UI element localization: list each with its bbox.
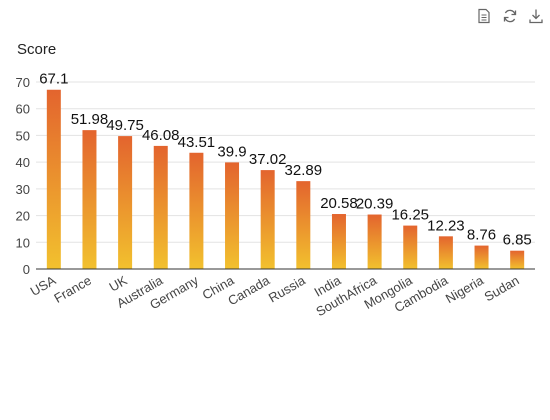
restore-icon	[503, 9, 517, 23]
bar-mongolia	[403, 225, 418, 269]
y-axis-ticks: 0 10 20 30 40 50 60 70	[16, 75, 30, 277]
x-tick-label: Sudan	[482, 273, 522, 305]
bars	[46, 89, 525, 269]
data-label-germany: 43.51	[178, 134, 216, 151]
bar-australia	[153, 145, 168, 269]
data-label-uk: 49.75	[106, 117, 144, 134]
data-label-france: 51.98	[71, 111, 109, 128]
bar-uk	[118, 136, 133, 269]
restore-button[interactable]	[500, 6, 520, 26]
data-label-mongolia: 16.25	[391, 207, 429, 224]
bar-germany	[189, 152, 204, 269]
data-label-russia: 32.89	[285, 162, 323, 179]
save-image-icon	[529, 9, 543, 24]
bar-russia	[296, 181, 311, 269]
data-label-india: 20.58	[320, 195, 358, 212]
bar-cambodia	[438, 236, 453, 269]
y-tick-label: 40	[16, 155, 30, 170]
y-tick-label: 0	[23, 262, 30, 277]
bar-sudan	[510, 250, 525, 269]
y-tick-label: 60	[16, 102, 30, 117]
bar-india	[331, 214, 346, 269]
bar-usa	[46, 89, 61, 269]
x-tick-label: Nigeria	[443, 272, 487, 306]
bar-nigeria	[474, 245, 489, 269]
data-label-australia: 46.08	[142, 127, 180, 144]
x-tick-label: Russia	[266, 272, 309, 305]
chart-toolbar	[474, 6, 546, 26]
data-label-china: 39.9	[217, 143, 246, 160]
data-view-button[interactable]	[474, 6, 494, 26]
y-tick-label: 20	[16, 209, 30, 224]
bar-canada	[260, 170, 275, 269]
data-label-sudan: 6.85	[503, 232, 532, 249]
data-view-icon	[478, 8, 490, 24]
bar-france	[82, 130, 97, 269]
x-tick-label: France	[51, 273, 94, 306]
y-tick-label: 10	[16, 235, 30, 250]
save-image-button[interactable]	[526, 6, 546, 26]
y-axis-title: Score	[17, 41, 56, 58]
bar-southafrica	[367, 214, 382, 269]
data-label-southafrica: 20.39	[356, 196, 394, 213]
bar-china	[225, 162, 240, 269]
y-tick-label: 50	[16, 128, 30, 143]
data-label-canada: 37.02	[249, 151, 287, 168]
data-label-usa: 67.1	[39, 71, 68, 88]
data-label-cambodia: 12.23	[427, 217, 465, 234]
x-tick-label: Canada	[225, 272, 273, 308]
data-label-nigeria: 8.76	[467, 227, 496, 244]
y-tick-label: 70	[16, 75, 30, 90]
y-tick-label: 30	[16, 182, 30, 197]
